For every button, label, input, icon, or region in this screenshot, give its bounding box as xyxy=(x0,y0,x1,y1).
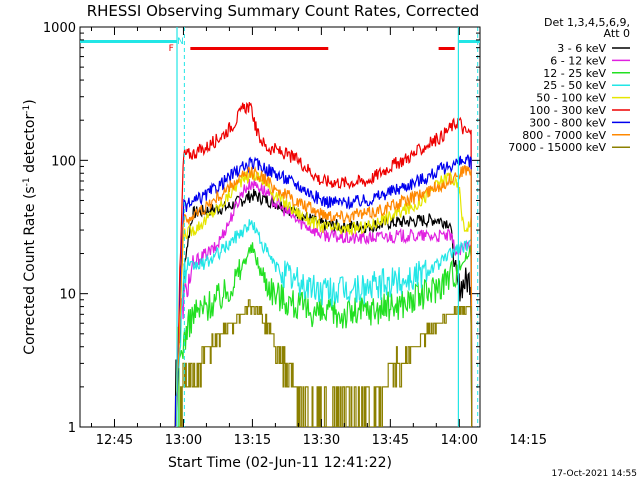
x-tick-label: 13:45 xyxy=(372,433,409,448)
flare-bar xyxy=(438,47,455,50)
legend-label: 6 - 12 keV xyxy=(550,54,606,67)
plot-frame xyxy=(79,26,481,428)
y-tick-label: 1000 xyxy=(43,21,76,36)
attenuator-bar xyxy=(458,40,480,43)
y-axis-label: Corrected Count Rate (s-1 detector-1) xyxy=(22,99,38,354)
plot-area: FN 12:45 13:00 13:15 13:30 13:45 14:00 14:1511… xyxy=(43,21,547,448)
y-tick-label: 10 xyxy=(59,288,76,303)
y-tick-label: 100 xyxy=(51,154,76,169)
legend-label: 7000 - 15000 keV xyxy=(508,141,606,154)
tick-layer: 12:45 13:00 13:15 13:30 13:45 14:00 14:15 1 10 10… xyxy=(43,21,547,448)
marker-label: F xyxy=(169,44,174,54)
series-line xyxy=(175,219,473,427)
series-layer xyxy=(174,101,473,427)
series-line xyxy=(175,154,473,427)
legend-label: 800 - 7000 keV xyxy=(522,129,606,142)
legend-header: Det 1,3,4,5,6,9, xyxy=(544,16,630,29)
footer-date: 17-Oct-2021 14:55 xyxy=(552,469,637,479)
legend-label: 25 - 50 keV xyxy=(543,79,606,92)
series-line xyxy=(178,242,473,427)
x-tick-label: 13:30 xyxy=(303,433,340,448)
series-line xyxy=(175,169,473,427)
series-line xyxy=(175,165,473,427)
x-tick-label: 14:00 xyxy=(441,433,478,448)
x-tick-label: 14:15 xyxy=(510,433,547,448)
series-line xyxy=(175,101,473,427)
legend-label: 3 - 6 keV xyxy=(557,42,606,55)
flare-bar xyxy=(190,47,329,50)
y-tick-label: 1 xyxy=(68,421,76,436)
marker-layer: FN xyxy=(80,27,480,427)
legend-header: Att 0 xyxy=(604,27,630,40)
x-axis-label: Start Time (02-Jun-11 12:41:22) xyxy=(168,455,392,471)
x-tick-label: 13:00 xyxy=(165,433,202,448)
attenuator-bar xyxy=(80,40,178,43)
legend-label: 100 - 300 keV xyxy=(529,104,606,117)
series-line xyxy=(178,299,473,427)
x-tick-label: 13:15 xyxy=(234,433,271,448)
legend-label: 300 - 800 keV xyxy=(529,116,606,129)
marker-label: N xyxy=(177,37,184,47)
legend-label: 12 - 25 keV xyxy=(543,67,606,80)
legend-label: 50 - 100 keV xyxy=(536,92,606,105)
x-tick-label: 12:45 xyxy=(96,433,133,448)
chart-title: RHESSI Observing Summary Count Rates, Co… xyxy=(87,2,480,20)
